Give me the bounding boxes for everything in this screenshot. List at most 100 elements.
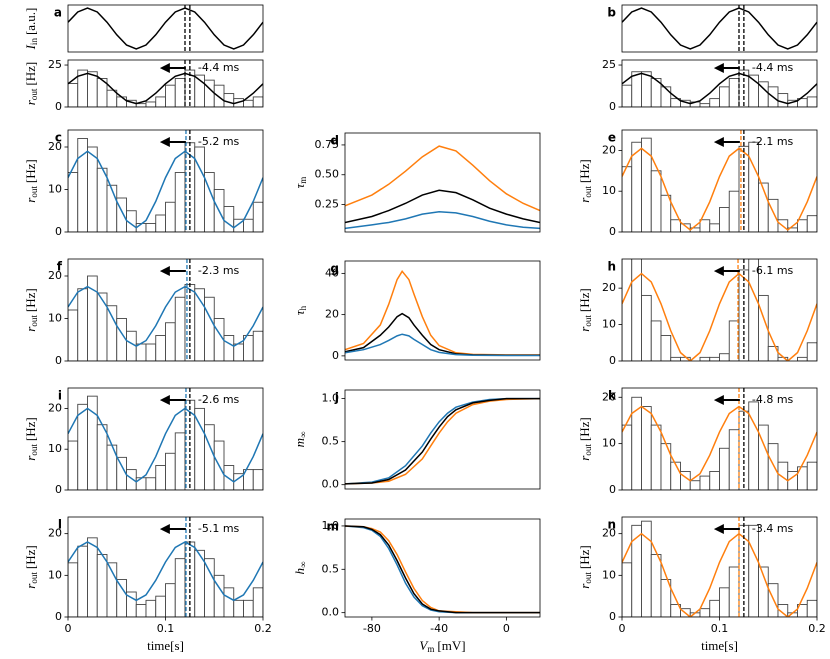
label-sub: out xyxy=(29,572,39,584)
y-tick-label: 20 xyxy=(602,527,616,540)
histogram-bar xyxy=(145,477,157,490)
plot-area xyxy=(345,525,540,614)
label-unit: [Hz] xyxy=(23,545,38,569)
plot-area xyxy=(622,60,817,107)
histogram-bar xyxy=(699,475,711,490)
curve xyxy=(345,525,540,614)
fit-line xyxy=(68,407,263,483)
histogram-bar xyxy=(641,294,652,361)
plot-area xyxy=(68,60,263,107)
y-tick-label: 0 xyxy=(609,610,616,623)
label-symbol: I xyxy=(23,44,38,50)
histogram-bar xyxy=(145,223,157,232)
axes-frame xyxy=(621,258,818,362)
histogram-bar xyxy=(233,599,244,617)
axis-label: rout [Hz] xyxy=(23,288,39,331)
histogram-bar xyxy=(670,356,681,361)
axis-label: τm xyxy=(292,177,308,189)
plot-area xyxy=(622,388,817,490)
plot-area xyxy=(68,130,263,232)
y-tick-label: 20 xyxy=(48,269,62,282)
panel-letter: i xyxy=(58,389,62,403)
histogram-bar xyxy=(631,71,642,107)
histogram-bar xyxy=(165,322,176,361)
y-tick-label: 10 xyxy=(602,318,616,331)
y-tick-label: 0 xyxy=(55,483,62,496)
label-symbol: m xyxy=(292,438,307,447)
histogram-bar xyxy=(155,214,166,232)
y-tick-label: 10 xyxy=(602,184,616,197)
annotation: -4.8 ms xyxy=(752,393,794,406)
histogram-bar xyxy=(174,172,186,232)
histogram-bar xyxy=(797,356,808,361)
histogram-bar xyxy=(767,443,779,490)
histogram-bar xyxy=(728,429,740,490)
histogram-bar xyxy=(806,461,817,490)
histogram-bar xyxy=(622,259,633,361)
histogram-bar xyxy=(68,562,79,617)
label-symbol: r xyxy=(23,455,38,461)
histogram-bar xyxy=(709,356,720,361)
y-tick-label: 10 xyxy=(602,568,616,581)
x-tick-label: 0 xyxy=(65,622,72,635)
label-unit: [Hz] xyxy=(23,288,38,312)
axis-label: time[s] xyxy=(147,638,184,653)
annotation: -5.1 ms xyxy=(198,522,240,535)
fit-line xyxy=(68,541,263,602)
histogram-bar xyxy=(174,78,186,107)
axes-frame xyxy=(67,4,264,53)
plot-area xyxy=(345,145,540,230)
fit-line xyxy=(622,405,817,482)
plot-area xyxy=(68,259,263,361)
histogram-bar xyxy=(660,335,672,361)
label-sub: out xyxy=(29,88,39,100)
histogram-bar xyxy=(68,440,79,490)
y-tick-label: 20 xyxy=(48,401,62,414)
panel-letter: j xyxy=(334,391,339,405)
histogram-bar xyxy=(660,86,672,107)
label-symbol: r xyxy=(23,583,38,589)
histogram-bar xyxy=(223,587,235,617)
annotation: -4.4 ms xyxy=(198,61,240,74)
axis-label: time[s] xyxy=(701,638,738,653)
histogram-bar xyxy=(252,469,263,490)
fit-line xyxy=(68,285,263,347)
histogram-bar xyxy=(243,99,254,107)
plot-area xyxy=(345,397,540,485)
label-sub: out xyxy=(583,315,593,327)
x-tick-label: 0 xyxy=(619,622,626,635)
histogram-bar xyxy=(155,465,166,490)
histogram-bar xyxy=(650,554,662,617)
x-tick-label: -80 xyxy=(363,622,381,635)
panel-letter: m xyxy=(326,520,339,534)
histogram-bar xyxy=(719,207,730,232)
curve xyxy=(345,397,540,485)
y-tick-label: 0 xyxy=(332,349,339,362)
histogram-bar xyxy=(709,599,720,617)
annotation: -2.6 ms xyxy=(198,393,240,406)
histogram-bar xyxy=(252,96,263,107)
label-symbol: r xyxy=(577,326,592,332)
annotation: -2.1 ms xyxy=(752,135,794,148)
x-tick-label: 0 xyxy=(503,622,510,635)
y-tick-label: 10 xyxy=(48,568,62,581)
histogram-bar xyxy=(660,194,672,232)
histogram-bar xyxy=(106,184,118,232)
histogram-bar xyxy=(699,103,711,107)
y-tick-label: 0.0 xyxy=(322,606,340,619)
histogram-bar xyxy=(243,599,254,617)
histogram-bar xyxy=(135,477,147,490)
histogram-bar xyxy=(650,170,662,232)
histogram-bar xyxy=(145,101,157,107)
histogram-bar xyxy=(233,343,244,361)
histogram-bar xyxy=(77,288,88,361)
y-tick-label: 1.0 xyxy=(322,392,340,405)
histogram-bar xyxy=(650,320,662,361)
curve xyxy=(345,333,540,357)
histogram-bar xyxy=(689,480,701,490)
histogram-bar xyxy=(223,335,235,361)
histogram-bar xyxy=(650,424,662,490)
histogram-bar xyxy=(145,599,157,617)
histogram-bar xyxy=(806,342,817,361)
y-tick-label: 0 xyxy=(609,225,616,238)
